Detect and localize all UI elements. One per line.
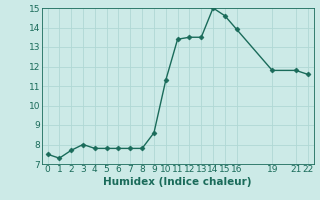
X-axis label: Humidex (Indice chaleur): Humidex (Indice chaleur) — [103, 177, 252, 187]
